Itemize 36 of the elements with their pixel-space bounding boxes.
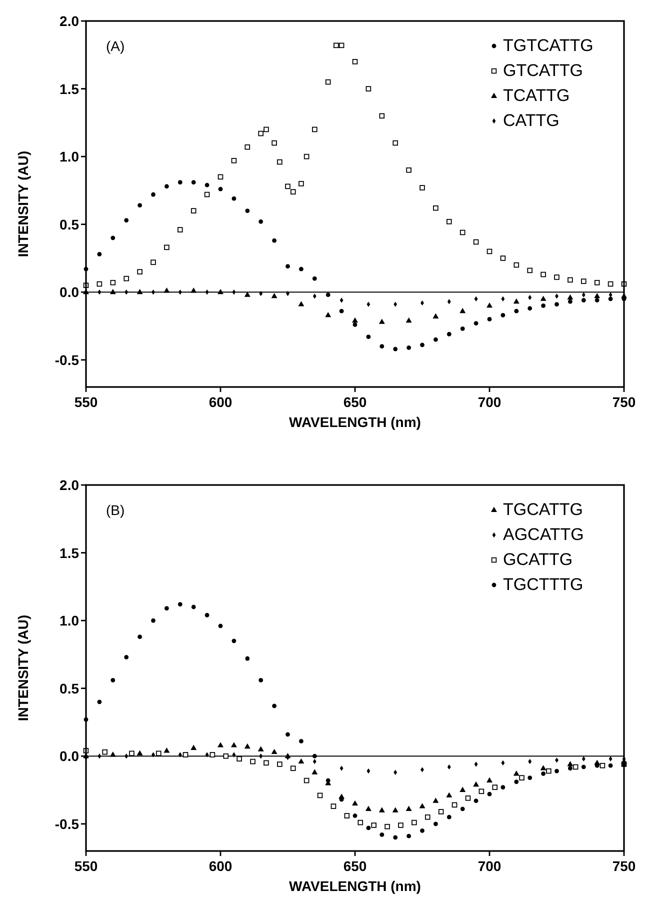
y-axis-title: INTENSITY (AU) bbox=[15, 614, 31, 722]
y-tick-label: 1.5 bbox=[60, 80, 80, 97]
legend-label: TCATTG bbox=[503, 86, 570, 105]
y-tick-label: 2.0 bbox=[60, 477, 80, 493]
legend-label: TGTCATTG bbox=[503, 36, 594, 55]
legend-label: CATTG bbox=[503, 111, 560, 130]
legend-label: TGCATTG bbox=[503, 500, 583, 519]
y-tick-label: 2.0 bbox=[60, 13, 80, 29]
y-axis-title: INTENSITY (AU) bbox=[15, 150, 31, 258]
legend-label: TGCTTTG bbox=[503, 575, 584, 594]
x-tick-label: 650 bbox=[343, 858, 367, 874]
x-tick-label: 750 bbox=[612, 858, 636, 874]
x-tick-label: 550 bbox=[74, 858, 98, 874]
x-tick-label: 550 bbox=[74, 394, 98, 410]
legend-label: GTCATTG bbox=[503, 61, 583, 80]
y-tick-label: 1.0 bbox=[60, 148, 80, 165]
x-tick-label: 700 bbox=[478, 858, 502, 874]
x-axis-title: WAVELENGTH (nm) bbox=[289, 414, 421, 430]
y-tick-label: 1.5 bbox=[60, 544, 80, 561]
y-tick-label: 0.0 bbox=[60, 284, 80, 300]
legend-label: AGCATTG bbox=[503, 525, 584, 544]
x-tick-label: 700 bbox=[478, 394, 502, 410]
x-tick-label: 650 bbox=[343, 394, 367, 410]
x-tick-label: 750 bbox=[612, 394, 636, 410]
y-tick-label: 1.0 bbox=[60, 612, 80, 629]
x-axis-title: WAVELENGTH (nm) bbox=[289, 878, 421, 894]
y-tick-label: 0.5 bbox=[60, 680, 80, 696]
legend-label: GCATTG bbox=[503, 550, 573, 569]
annotation: (A) bbox=[106, 38, 125, 54]
x-tick-label: 600 bbox=[208, 394, 232, 410]
x-tick-label: 600 bbox=[208, 858, 232, 874]
y-tick-label: -0.5 bbox=[54, 352, 80, 368]
annotation: (B) bbox=[106, 502, 125, 518]
y-tick-label: 0.0 bbox=[60, 748, 80, 764]
y-tick-label: -0.5 bbox=[54, 816, 80, 832]
y-tick-label: 0.5 bbox=[60, 216, 80, 232]
